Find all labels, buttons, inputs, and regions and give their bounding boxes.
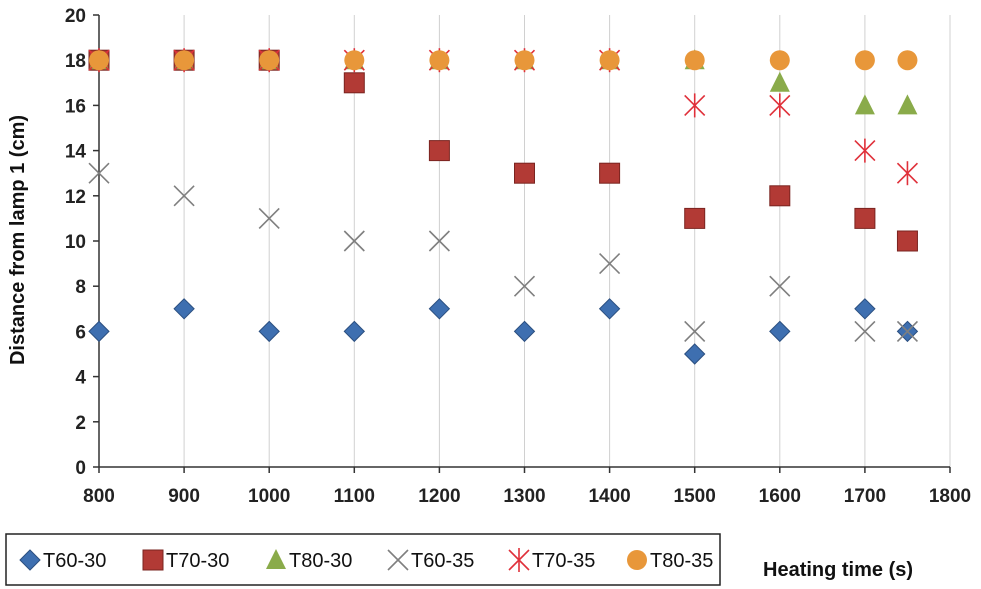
point-t80-30 [769,71,790,92]
legend-marker-t80-30 [266,549,286,569]
point-t60-30 [343,320,366,343]
point-t80-35 [854,50,875,71]
x-tick-label: 800 [83,486,115,507]
point-t70-35 [684,93,706,118]
y-tick-label: 16 [65,96,86,117]
legend-item-t70-30: T70-30 [142,549,229,572]
point-t60-35 [258,207,280,229]
legend-item-t60-30: T60-30 [19,549,106,572]
point-t80-35 [174,50,195,71]
legend-item-t80-35: T80-35 [627,550,713,572]
legend-marker-t70-30 [142,549,164,571]
y-axis-title: Distance from lamp 1 (cm) [7,115,29,365]
point-t60-35 [599,253,621,275]
point-t70-35 [769,93,791,118]
point-t60-30 [428,298,451,320]
y-tick-label: 6 [75,322,86,343]
y-tick-label: 14 [65,142,87,163]
legend-label-t70-30: T70-30 [166,550,229,572]
point-t70-30 [684,207,706,229]
point-t80-35 [684,50,705,71]
x-tick-label: 1100 [334,486,375,507]
legend-marker-t70-35 [508,548,530,572]
legend-box [5,533,721,586]
point-t70-30 [514,162,535,184]
point-t60-35 [769,275,791,297]
point-t70-30 [896,230,918,252]
point-t70-30 [599,162,621,184]
legend-item-t70-35: T70-35 [508,548,595,572]
point-t80-35 [89,50,109,71]
point-t80-35 [897,50,918,71]
y-tick-label: 8 [75,277,86,298]
point-t70-35 [854,138,876,163]
y-tick-label: 0 [75,458,86,479]
x-tick-label: 1500 [674,486,716,507]
legend-label-t60-30: T60-30 [43,550,106,572]
y-tick-label: 2 [75,413,86,434]
point-t70-35 [896,161,919,186]
tick-labels: 800 900 1000 1100 1200 1300 1400 1500 1600 1700 18… [65,6,971,507]
point-t80-35 [429,50,450,71]
point-t60-30 [769,320,791,343]
point-t80-30 [854,94,875,115]
point-t70-30 [854,207,876,229]
point-t70-30 [428,140,450,162]
point-t60-35 [513,275,536,297]
legend-item-t80-30: T80-30 [266,549,352,572]
point-t80-35 [259,50,280,71]
point-t60-35 [854,320,876,342]
point-t70-30 [343,72,365,94]
x-tick-label: 1000 [248,486,290,507]
legend-marker-t80-35 [627,550,647,570]
y-tick-label: 4 [75,368,86,389]
legend-marker-t60-35 [387,549,409,571]
legend-label-t60-35: T60-35 [411,550,474,572]
point-t60-30 [88,320,110,343]
x-axis-title: Heating time (s) [763,559,913,581]
legend-label-t80-35: T80-35 [650,550,713,572]
legend-label-t70-35: T70-35 [532,550,595,572]
point-t80-35 [599,50,620,71]
point-t60-30 [513,320,536,343]
point-t60-35 [88,162,110,184]
x-tick-label: 1700 [844,486,886,507]
legend-items: T60-30 T70-30 T80-30 T60-35 T70-35 T80-35 [19,548,713,572]
x-tick-label: 1300 [503,486,545,507]
data-points [88,48,919,365]
point-t80-30 [897,94,918,115]
axes [93,14,951,473]
point-t60-30 [854,298,876,320]
point-t80-35 [769,50,790,71]
x-tick-label: 1400 [588,486,630,507]
point-t60-35 [684,320,706,342]
point-t80-35 [344,50,365,71]
x-tick-label: 1600 [759,486,801,507]
y-tick-label: 12 [65,187,86,208]
point-t60-35 [896,320,919,342]
legend-item-t60-35: T60-35 [387,549,474,572]
grid-lines [98,15,951,467]
legend: T60-30 T70-30 T80-30 T60-35 T70-35 T80-35 [5,533,721,586]
x-tick-label: 1800 [929,486,971,507]
point-t60-30 [598,298,621,320]
legend-label-t80-30: T80-30 [289,550,352,572]
point-t60-30 [683,343,706,365]
point-t80-35 [514,50,535,71]
point-t60-30 [258,320,280,343]
point-t60-35 [173,185,195,207]
point-t60-30 [173,298,195,320]
y-tick-label: 18 [65,51,86,72]
point-t70-30 [769,185,791,207]
legend-marker-t60-30 [19,549,41,571]
x-tick-label: 1200 [418,486,460,507]
point-t60-35 [428,230,450,252]
x-tick-label: 900 [168,486,200,507]
y-tick-label: 20 [65,6,86,27]
point-t60-35 [343,230,365,252]
y-tick-label: 10 [65,232,86,253]
